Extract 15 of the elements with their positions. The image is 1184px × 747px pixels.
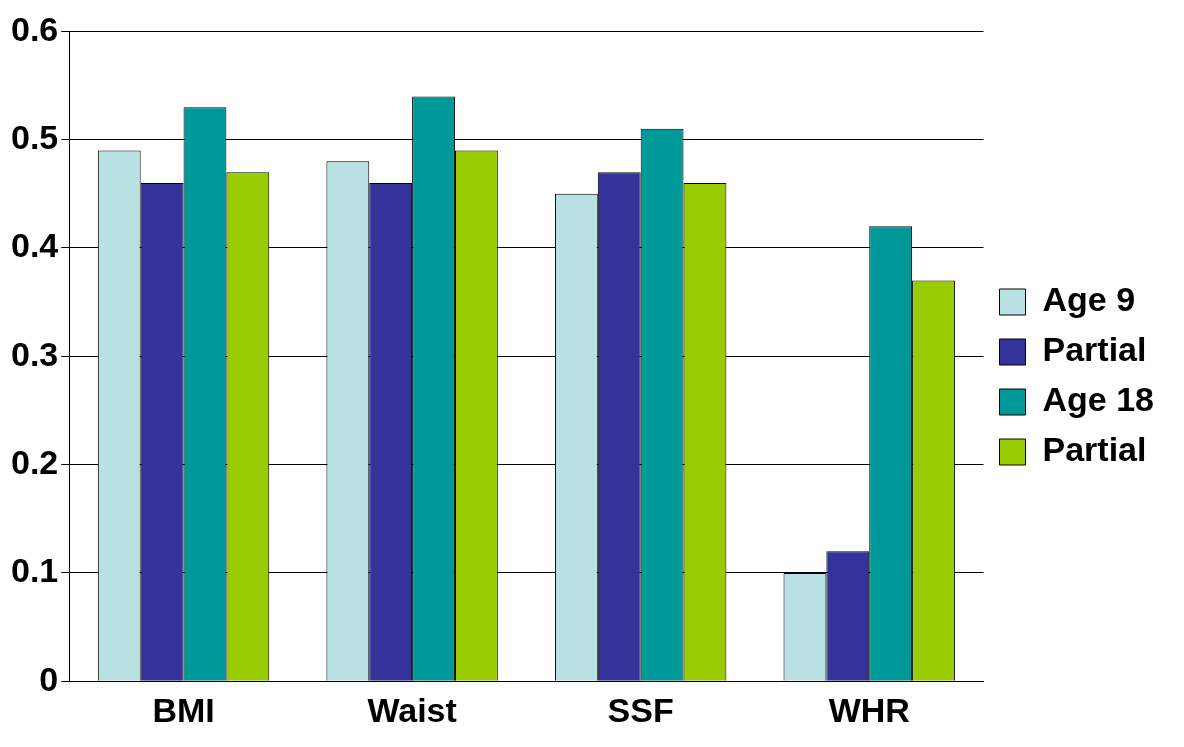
y-tick-label: 0.2 xyxy=(11,442,59,481)
legend-label: Age 18 xyxy=(1042,380,1154,419)
y-tick-label: 0.6 xyxy=(11,9,59,48)
legend-label: Partial xyxy=(1042,330,1147,369)
y-tick-label: 0.5 xyxy=(11,118,59,157)
y-tick-label: 0 xyxy=(39,659,59,698)
legend-label: Age 9 xyxy=(1042,280,1136,319)
y-tick-label: 0.4 xyxy=(11,226,59,265)
legend-label: Partial xyxy=(1042,430,1147,469)
y-tick-label: 0.3 xyxy=(11,334,59,373)
x-tick-label: SSF xyxy=(607,690,674,729)
x-tick-label: BMI xyxy=(152,690,215,729)
x-tick-label: Waist xyxy=(367,690,457,729)
y-tick-label: 0.1 xyxy=(11,551,59,590)
x-tick-label: WHR xyxy=(828,690,910,729)
